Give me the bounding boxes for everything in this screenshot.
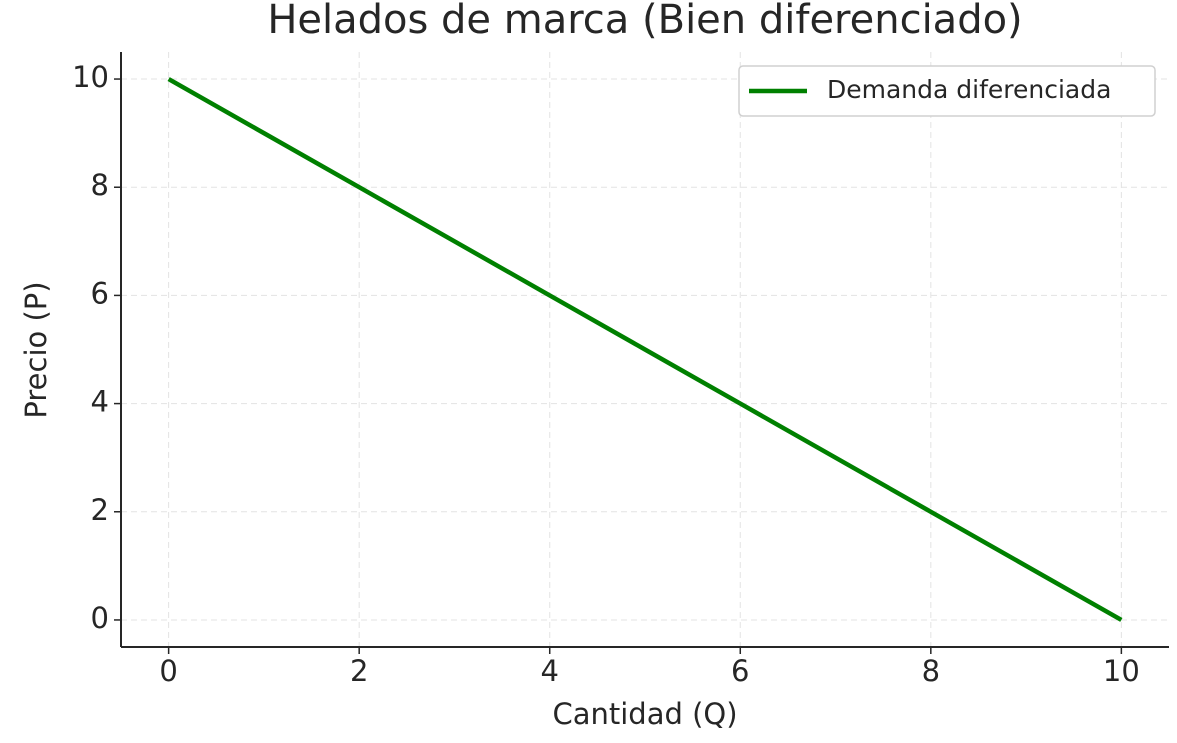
y-tick-label: 0 bbox=[91, 601, 109, 635]
y-tick-label: 8 bbox=[91, 168, 109, 202]
x-tick-label: 0 bbox=[159, 654, 177, 688]
x-tick-label: 2 bbox=[350, 654, 368, 688]
y-tick-label: 6 bbox=[91, 276, 109, 310]
chart-title: Helados de marca (Bien diferenciado) bbox=[267, 0, 1022, 43]
data-line bbox=[167, 77, 1123, 622]
y-tick-label: 2 bbox=[91, 493, 109, 527]
y-tick-label: 4 bbox=[91, 385, 109, 419]
x-axis-label: Cantidad (Q) bbox=[552, 697, 737, 731]
legend-label: Demanda diferenciada bbox=[827, 75, 1111, 104]
y-tick-label: 10 bbox=[72, 60, 109, 94]
legend-box bbox=[738, 65, 1156, 117]
x-tick-label: 8 bbox=[922, 654, 940, 688]
x-tick-label: 10 bbox=[1103, 654, 1140, 688]
y-axis-label: Precio (P) bbox=[19, 281, 53, 418]
x-tick-label: 6 bbox=[731, 654, 749, 688]
x-tick-label: 4 bbox=[541, 654, 559, 688]
